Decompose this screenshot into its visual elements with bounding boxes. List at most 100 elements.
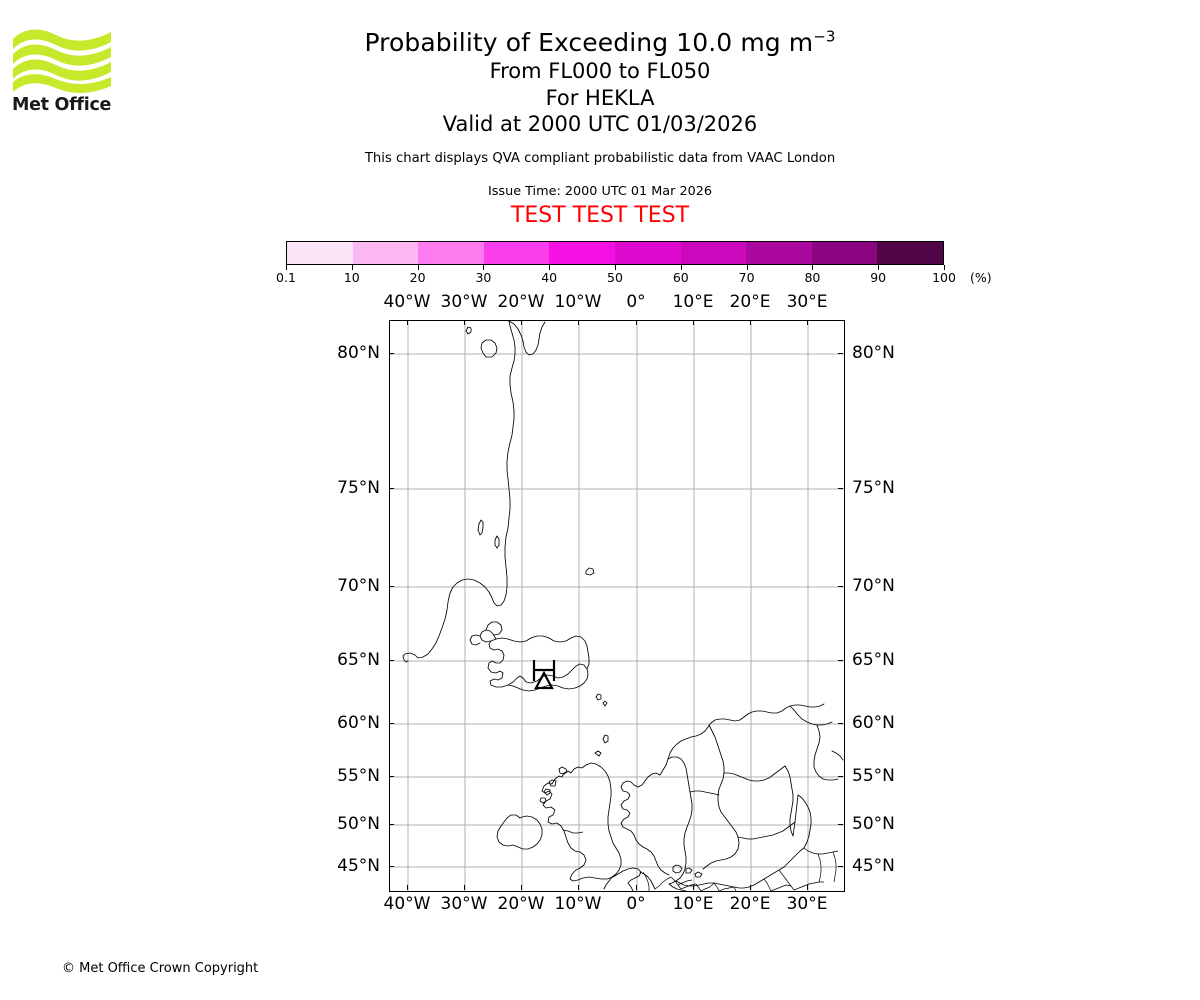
lat-tick-label-right-65: 65°N: [852, 650, 895, 670]
flight-level-line: From FL000 to FL050: [489, 59, 711, 83]
qva-note: This chart displays QVA compliant probab…: [364, 151, 836, 166]
lat-tickmark-left-80: [389, 352, 394, 354]
lon-tickmark-bottom-0: [635, 885, 637, 890]
page-title: Probability of Exceeding 10.0 mg m−3: [0, 28, 1200, 58]
colorbar-tick-label-50: 50: [607, 270, 623, 285]
colorbar-segment-0.1-10: [287, 242, 353, 264]
lon-tickmark-top-30: [806, 320, 808, 325]
page-title-text: Probability of Exceeding 10.0 mg m: [364, 28, 814, 57]
lat-tick-label-left-75: 75°N: [337, 478, 380, 498]
colorbar-tick-80: [812, 265, 814, 270]
lon-tick-label-bottom-10: 10°E: [672, 894, 714, 914]
colorbar-tick-90: [878, 265, 880, 270]
lat-tick-label-left-60: 60°N: [337, 713, 380, 733]
lon-tickmark-top--40: [406, 320, 408, 325]
lon-tick-label-top--20: 20°W: [497, 292, 545, 312]
colorbar-tick-label-10: 10: [343, 270, 360, 285]
lon-tickmark-bottom-10: [692, 885, 694, 890]
lat-tickmark-right-55: [838, 775, 843, 777]
lat-tick-label-right-55: 55°N: [852, 766, 895, 786]
lon-tickmark-bottom--30: [463, 885, 465, 890]
colorbar-segment-70-80: [746, 242, 812, 264]
colorbar-tick-label-90: 90: [870, 270, 887, 285]
lon-tick-label-top--40: 40°W: [383, 292, 431, 312]
colorbar-tick-60: [680, 265, 682, 270]
colorbar-tick-30: [483, 265, 485, 270]
chart-header: Probability of Exceeding 10.0 mg m−3 Fro…: [0, 0, 1200, 229]
met-office-logo: Met Office: [12, 26, 112, 116]
lon-tickmark-bottom--40: [406, 885, 408, 890]
lon-tick-label-top--10: 10°W: [554, 292, 602, 312]
colorbar-tick-label-100: 100: [932, 270, 956, 285]
lon-tick-label-bottom--10: 10°W: [554, 894, 602, 914]
lon-tickmark-top--10: [577, 320, 579, 325]
colorbar-segment-10-20: [352, 242, 419, 264]
lon-tickmark-bottom--20: [520, 885, 522, 890]
lon-tick-label-top-0: 0°: [626, 292, 646, 312]
colorbar-tick-50: [615, 265, 616, 270]
lon-tick-label-bottom-20: 20°E: [729, 894, 771, 914]
colorbar-units-label: (%): [970, 270, 992, 285]
colorbar-tick-10: [351, 265, 353, 270]
lat-tickmark-right-75: [838, 487, 843, 489]
colorbar-tick-70: [746, 265, 748, 270]
lon-tick-label-top-10: 10°E: [672, 292, 714, 312]
lon-tickmark-top-10: [692, 320, 694, 325]
lon-tickmark-bottom--10: [577, 885, 579, 890]
valid-time-line: Valid at 2000 UTC 01/03/2026: [442, 112, 758, 136]
lat-tickmark-left-60: [389, 722, 394, 724]
colorbar-segment-20-30: [418, 242, 484, 264]
lat-tick-label-right-45: 45°N: [852, 856, 895, 876]
test-banner: TEST TEST TEST: [510, 203, 690, 228]
lon-tick-label-bottom-0: 0°: [626, 894, 646, 914]
lat-tick-label-left-80: 80°N: [337, 343, 380, 363]
met-office-logo-text: Met Office: [12, 95, 112, 115]
lat-tickmark-left-65: [389, 659, 394, 661]
lat-tick-label-left-65: 65°N: [337, 650, 380, 670]
lon-tickmark-top-20: [749, 320, 751, 325]
colorbar-segment-80-90: [811, 242, 878, 264]
lat-tickmark-right-50: [838, 823, 843, 825]
lon-tick-label-top-30: 30°E: [786, 292, 828, 312]
lat-tick-label-right-75: 75°N: [852, 478, 895, 498]
lon-tick-label-top--30: 30°W: [440, 292, 488, 312]
colorbar-tick-label-40: 40: [541, 270, 558, 285]
lat-tickmark-left-45: [389, 865, 394, 867]
lat-tickmark-right-65: [838, 659, 843, 661]
copyright-notice: © Met Office Crown Copyright: [62, 961, 259, 976]
lat-tickmark-right-60: [838, 722, 843, 724]
map-coastlines: [402, 321, 844, 891]
colorbar-tick-label-30: 30: [475, 270, 492, 285]
issue-time: Issue Time: 2000 UTC 01 Mar 2026: [487, 184, 713, 199]
lon-tickmark-bottom-20: [749, 885, 751, 890]
colorbar-tick-label-70: 70: [738, 270, 755, 285]
colorbar-tick-20: [417, 265, 419, 270]
colorbar-tick-label-20: 20: [409, 270, 426, 285]
lon-tickmark-top--20: [520, 320, 522, 325]
lon-tickmark-top--30: [463, 320, 465, 325]
lon-tickmark-top-0: [635, 320, 637, 325]
lat-tick-label-left-45: 45°N: [337, 856, 380, 876]
colorbar-tick-label-80: 80: [804, 270, 821, 285]
lat-tick-label-right-60: 60°N: [852, 713, 895, 733]
colorbar-tick-40: [549, 265, 551, 270]
lat-tick-label-left-70: 70°N: [337, 576, 380, 596]
lat-tickmark-left-70: [389, 585, 394, 587]
map-gridlines: [390, 321, 844, 891]
lat-tick-label-right-80: 80°N: [852, 343, 895, 363]
lat-tickmark-left-50: [389, 823, 394, 825]
colorbar-tick-100: [944, 265, 945, 270]
lat-tickmark-right-80: [838, 352, 843, 354]
lat-tick-label-right-50: 50°N: [852, 814, 895, 834]
volcanic-ash-map[interactable]: [389, 320, 845, 892]
colorbar-segment-30-40: [483, 242, 550, 264]
colorbar-tick-label-60: 60: [672, 270, 689, 285]
lon-tick-label-bottom--20: 20°W: [497, 894, 545, 914]
lat-tick-label-left-55: 55°N: [337, 766, 380, 786]
page-title-exponent: −3: [813, 27, 836, 46]
lat-tickmark-left-55: [389, 775, 394, 777]
lat-tick-label-left-50: 50°N: [337, 814, 380, 834]
colorbar-segment-40-50: [549, 242, 615, 264]
lat-tickmark-right-70: [838, 585, 843, 587]
lon-tick-label-bottom-30: 30°E: [786, 894, 828, 914]
